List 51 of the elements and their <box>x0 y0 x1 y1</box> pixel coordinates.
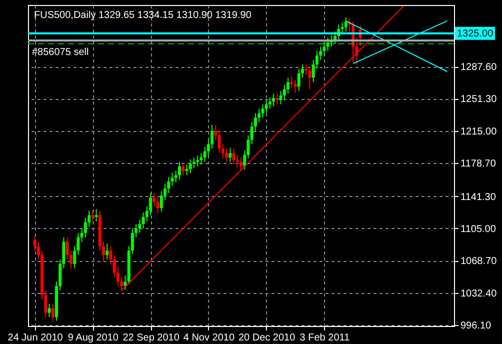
y-tick-label: 1068.70 <box>460 256 498 268</box>
y-tick-label: 1251.30 <box>460 94 498 106</box>
candlestick <box>51 303 54 322</box>
candlestick <box>272 93 276 107</box>
candlestick <box>294 80 297 94</box>
ref-line-label: 1325.00 <box>457 28 494 40</box>
candlestick <box>94 208 98 222</box>
candlestick <box>308 66 312 90</box>
candlestick <box>268 96 272 110</box>
x-tick-label: 24 Jun 2010 <box>8 332 64 344</box>
y-tick-label: 1032.40 <box>460 288 498 300</box>
candlestick <box>106 243 109 260</box>
y-tick-label: 1287.60 <box>460 62 498 74</box>
y-tick-label: 1141.30 <box>460 192 496 203</box>
candlestick <box>214 124 218 140</box>
candlestick <box>261 104 264 118</box>
candlestick <box>200 152 203 166</box>
y-tick-label: 1178.70 <box>460 158 496 170</box>
candlestick <box>188 158 192 174</box>
y-tick-label: 1215.00 <box>460 126 498 138</box>
candlestick <box>156 196 160 214</box>
candlestick <box>170 172 174 186</box>
candlestick <box>196 155 200 167</box>
y-tick-label: 996.10 <box>460 320 492 332</box>
x-tick-label: 20 Dec 2010 <box>238 332 296 344</box>
candlestick <box>138 219 142 234</box>
candlestick <box>326 37 330 52</box>
candlestick <box>290 76 294 89</box>
x-tick-label: 22 Sep 2010 <box>122 332 180 344</box>
candlestick <box>185 164 188 176</box>
candlestick <box>322 42 326 56</box>
candlestick <box>91 209 94 223</box>
candlestick <box>182 161 185 176</box>
candlestick <box>228 147 232 162</box>
candlestick <box>264 99 268 114</box>
y-tick-label: 1105.00 <box>460 224 496 235</box>
x-tick-label: 4 Nov 2010 <box>183 332 235 344</box>
x-tick-label: 9 Aug 2010 <box>68 332 119 344</box>
candlestick <box>232 148 236 166</box>
candlestick <box>344 16 348 32</box>
candlestick <box>297 68 300 92</box>
candlestick <box>152 192 156 207</box>
x-tick-label: 3 Feb 2011 <box>300 332 350 344</box>
candlestick <box>225 148 228 162</box>
candlestick <box>276 93 279 105</box>
ref-line-label: #856075 sell <box>32 46 89 58</box>
chart-title: FUS500,Daily 1329.65 1334.15 1310.90 1319.90 <box>34 10 252 21</box>
candlestick <box>48 303 51 318</box>
candlestick <box>124 274 127 290</box>
candlestick <box>240 157 242 172</box>
candlestick <box>178 161 182 180</box>
